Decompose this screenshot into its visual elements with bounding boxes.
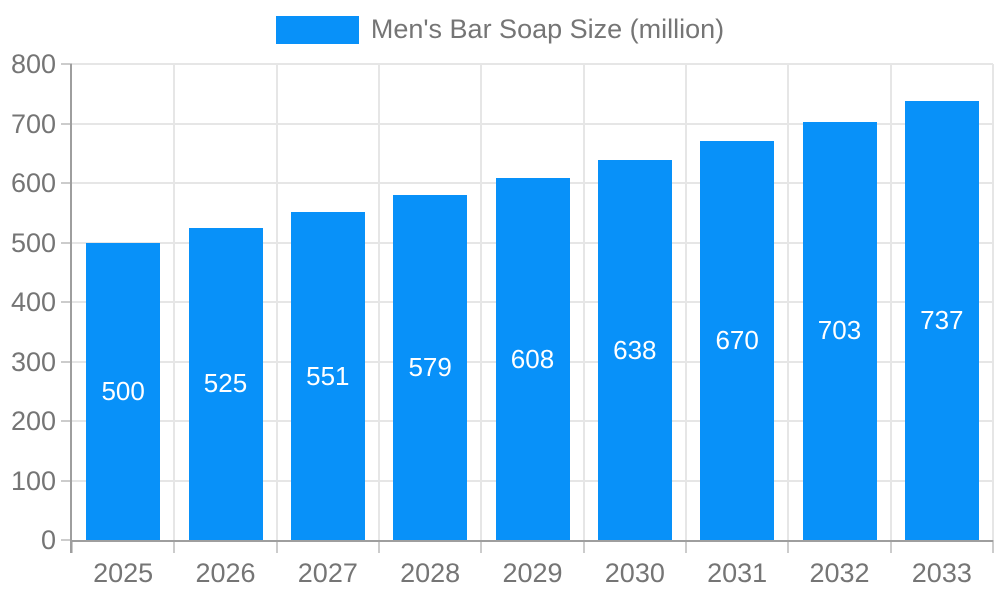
bar-value-label: 638 (613, 334, 657, 365)
gridline-vertical (173, 64, 176, 540)
bar-2027[interactable]: 551 (290, 212, 365, 540)
x-axis-tick-label: 2031 (707, 558, 768, 588)
x-axis-tick-label: 2028 (400, 558, 461, 588)
y-axis-line (70, 64, 72, 553)
bar-2033[interactable]: 737 (904, 101, 979, 540)
y-axis-tick-label: 400 (10, 287, 56, 317)
y-tick-mark (61, 182, 72, 184)
gridline-vertical (582, 64, 585, 540)
x-axis-tick-label: 2026 (195, 558, 256, 588)
gridline-vertical (685, 64, 687, 540)
y-axis-tick-label: 700 (10, 108, 56, 139)
y-axis-tick-label: 100 (10, 465, 56, 496)
x-axis-line (70, 540, 993, 542)
x-axis-tick-label: 2027 (297, 558, 358, 588)
y-tick-mark (61, 241, 72, 244)
x-tick-mark (480, 540, 483, 553)
x-axis-tick-label: 2029 (502, 558, 563, 588)
bar-value-label: 500 (101, 375, 145, 406)
y-axis-tick-label: 300 (10, 346, 56, 377)
bar-value-label: 608 (510, 343, 555, 374)
gridline-horizontal (72, 122, 993, 125)
bar-value-label: 703 (817, 315, 862, 346)
x-axis-tick-label: 2032 (809, 558, 870, 588)
legend[interactable]: Men's Bar Soap Size (million) (0, 14, 1000, 45)
x-tick-mark (378, 540, 380, 553)
x-axis-tick-label: 2033 (911, 558, 972, 588)
x-tick-mark (992, 540, 994, 553)
x-axis-tick-label: 2030 (604, 558, 665, 588)
y-axis-tick-label: 500 (10, 227, 56, 258)
y-axis-tick-label: 600 (10, 168, 56, 198)
gridline-horizontal (72, 63, 993, 65)
y-tick-mark (61, 63, 72, 65)
y-axis-tick-label: 0 (40, 525, 56, 555)
x-tick-mark (787, 540, 790, 553)
bar-2032[interactable]: 703 (802, 121, 877, 540)
gridline-vertical (275, 64, 278, 540)
bar-value-label: 525 (203, 368, 248, 399)
x-tick-mark (685, 540, 687, 553)
legend-label: Men's Bar Soap Size (million) (370, 14, 725, 44)
x-tick-mark (173, 540, 176, 553)
bar-2028[interactable]: 579 (393, 195, 468, 540)
y-tick-mark (61, 420, 72, 422)
y-tick-mark (61, 122, 72, 125)
bar-2025[interactable]: 500 (86, 242, 161, 540)
bar-2026[interactable]: 525 (188, 227, 263, 540)
bar-value-label: 737 (920, 305, 964, 336)
bar-value-label: 579 (408, 352, 452, 383)
gridline-vertical (992, 64, 994, 540)
x-tick-mark (889, 540, 892, 553)
bar-2029[interactable]: 608 (495, 178, 570, 540)
bar-value-label: 551 (306, 360, 350, 391)
bar-2030[interactable]: 638 (597, 160, 672, 540)
y-tick-mark (61, 301, 72, 303)
y-axis-tick-label: 200 (10, 406, 56, 436)
x-tick-mark (71, 540, 73, 553)
y-tick-mark (61, 479, 72, 482)
gridline-vertical (480, 64, 483, 540)
bar-2031[interactable]: 670 (700, 141, 775, 540)
gridline-vertical (787, 64, 790, 540)
legend-swatch (275, 15, 359, 44)
x-axis-tick-label: 2025 (93, 558, 154, 588)
gridline-vertical (889, 64, 892, 540)
bar-value-label: 670 (715, 325, 759, 356)
y-axis-tick-label: 800 (10, 49, 56, 79)
y-tick-mark (61, 360, 72, 363)
x-tick-mark (582, 540, 585, 553)
gridline-vertical (378, 64, 380, 540)
y-tick-mark (61, 539, 72, 541)
x-tick-mark (275, 540, 278, 553)
